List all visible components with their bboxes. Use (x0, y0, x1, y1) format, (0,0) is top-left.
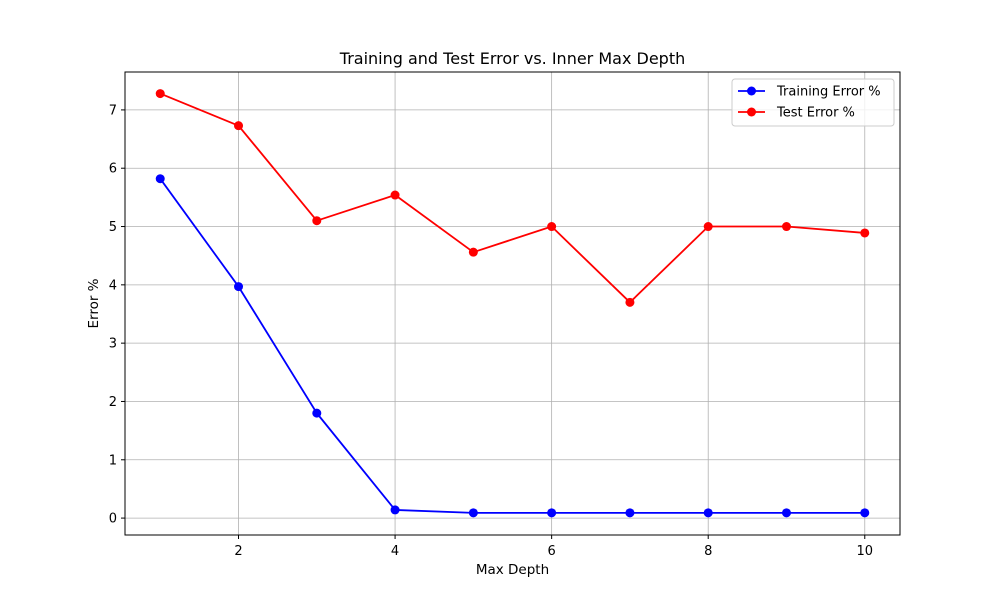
data-point (155, 89, 165, 99)
y-tick-label: 0 (109, 512, 117, 527)
legend: Training Error % Test Error % (731, 78, 895, 127)
data-point (234, 282, 244, 292)
data-point (781, 222, 791, 232)
y-tick-label: 1 (109, 453, 117, 468)
x-tick-label: 4 (391, 544, 399, 559)
data-point (390, 505, 400, 515)
data-point (234, 121, 244, 131)
x-tick-label: 8 (704, 544, 712, 559)
data-point (468, 508, 478, 518)
data-point (155, 174, 165, 184)
y-tick-label: 3 (109, 337, 117, 352)
data-point (625, 508, 635, 518)
series-1 (155, 89, 870, 307)
data-point (312, 408, 322, 418)
data-point (390, 190, 400, 200)
data-point (781, 508, 791, 518)
plot-frame (124, 71, 901, 536)
x-axis: 2 4 6 8 10 (234, 535, 873, 559)
y-tick-label: 2 (109, 395, 117, 410)
legend-box (731, 78, 895, 127)
series-line (159, 178, 865, 514)
legend-item: Test Error % (738, 106, 855, 121)
x-tick-label: 6 (548, 544, 556, 559)
series-0 (155, 174, 870, 518)
x-axis-label: Max Depth (476, 562, 549, 578)
legend-swatch-marker (747, 107, 756, 117)
chart-title: Training and Test Error vs. Inner Max De… (339, 49, 685, 68)
legend-item: Training Error % (738, 85, 881, 100)
x-tick-label: 2 (234, 544, 242, 559)
legend-label: Test Error % (776, 106, 855, 121)
legend-swatch-marker (747, 86, 756, 96)
legend-label: Training Error % (776, 85, 881, 100)
y-tick-label: 6 (109, 162, 117, 177)
data-point (703, 508, 713, 518)
y-tick-label: 7 (109, 103, 117, 118)
y-tick-label: 4 (109, 278, 117, 293)
x-tick-label: 10 (856, 544, 873, 559)
data-point (860, 508, 870, 518)
data-point (547, 508, 557, 518)
y-axis-label: Error % (86, 278, 102, 328)
series-line (159, 92, 865, 304)
y-axis: 0 1 2 3 4 5 6 7 (109, 103, 125, 527)
y-tick-label: 5 (109, 220, 117, 235)
data-point (860, 228, 870, 238)
data-point (547, 222, 557, 232)
data-point (625, 297, 635, 307)
series-layer (155, 89, 870, 518)
data-point (312, 216, 322, 226)
data-point (468, 247, 478, 257)
data-point (703, 222, 713, 232)
